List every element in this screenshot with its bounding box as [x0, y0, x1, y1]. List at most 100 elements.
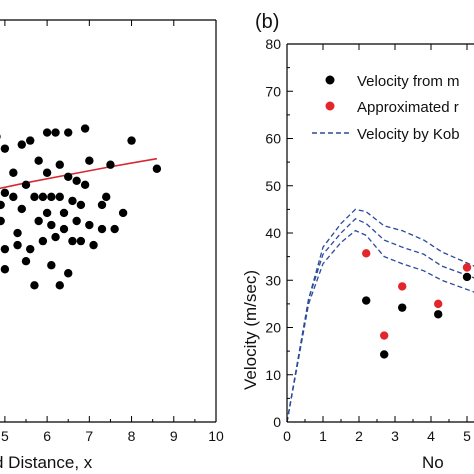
- approximated-point: [380, 331, 389, 340]
- approximated-point: [462, 263, 472, 272]
- data-point: [47, 220, 56, 230]
- data-point: [0, 144, 10, 153]
- data-point: [85, 156, 94, 165]
- approximated-point: [434, 299, 443, 309]
- data-point: [34, 156, 43, 165]
- data-point: [72, 216, 81, 226]
- data-point: [0, 265, 10, 274]
- data-point: [64, 269, 73, 278]
- data-point: [85, 220, 94, 230]
- y-tick-label: 60: [265, 131, 281, 147]
- data-point: [64, 172, 73, 181]
- data-point: [97, 224, 107, 234]
- data-point: [42, 128, 52, 137]
- panel-b-label: (b): [255, 11, 279, 33]
- data-point: [17, 204, 26, 214]
- x-tick-label: 0: [283, 428, 291, 444]
- x-tick-label: 9: [170, 428, 178, 444]
- data-point: [30, 281, 39, 290]
- data-point: [72, 176, 81, 185]
- measured-point: [362, 296, 371, 305]
- data-point: [76, 236, 86, 246]
- panel-b-marks: [286, 208, 474, 423]
- y-tick-label: 50: [265, 178, 281, 194]
- panel-b-ticks: 0 10 20 30 40 50 60 70 80 0 1 2 3 4 5: [265, 36, 471, 444]
- x-tick-label: 4: [427, 428, 435, 444]
- kobayashi-line: [286, 229, 474, 423]
- data-point: [47, 192, 56, 202]
- data-point: [64, 128, 73, 137]
- data-point: [0, 134, 1, 139]
- data-point: [80, 124, 90, 133]
- data-point: [51, 128, 60, 137]
- data-point: [76, 200, 86, 210]
- panel-a-x-axis-title: d Distance, x: [0, 453, 93, 472]
- data-point: [102, 192, 111, 202]
- data-point: [26, 244, 35, 254]
- data-point: [34, 216, 43, 226]
- data-point: [152, 164, 162, 173]
- y-tick-label: 40: [265, 225, 281, 241]
- panel-b-legend: Velocity from m Approximated r Velocity …: [312, 73, 460, 143]
- measured-point: [398, 303, 407, 312]
- data-point: [106, 160, 115, 169]
- data-point: [97, 200, 107, 210]
- data-point: [9, 168, 18, 177]
- panel-b-y-axis-title: Velocity (m/sec): [241, 270, 260, 390]
- data-point: [0, 244, 10, 254]
- approximated-point: [362, 249, 371, 258]
- data-point: [42, 208, 52, 218]
- kobayashi-line: [286, 218, 474, 423]
- y-tick-label: 10: [265, 367, 281, 383]
- x-tick-label: 2: [355, 428, 363, 444]
- measured-point: [380, 350, 389, 359]
- data-point: [110, 224, 119, 234]
- data-point: [127, 136, 136, 145]
- x-tick-label: 3: [391, 428, 399, 444]
- data-point: [38, 192, 48, 202]
- x-tick-label: 7: [85, 428, 93, 444]
- y-tick-label: 30: [265, 272, 281, 288]
- legend-label-velocity-measured: Velocity from m: [357, 73, 460, 90]
- measured-point: [462, 272, 472, 282]
- data-point: [80, 180, 90, 190]
- data-point: [118, 208, 128, 218]
- panel-a-marks: [0, 124, 162, 290]
- approximated-point: [398, 282, 407, 291]
- data-point: [13, 228, 22, 238]
- data-point: [89, 240, 98, 250]
- data-point: [21, 257, 31, 266]
- x-tick-label: 5: [463, 428, 471, 444]
- data-point: [21, 180, 31, 190]
- legend-marker-red: [325, 101, 335, 111]
- panel-b: (b) 0 10 20 30 40 50 60 70 80 0 1 2 3 4 5 Velocity (m/…: [241, 11, 474, 472]
- data-point: [59, 224, 69, 234]
- legend-marker-black: [325, 75, 335, 85]
- data-point: [59, 208, 69, 218]
- legend-label-kobayashi: Velocity by Kob: [357, 126, 460, 143]
- data-point: [17, 140, 26, 149]
- panel-a: 5 6 7 8 9 10 d Distance, x: [0, 19, 224, 472]
- panel-a-ticks: 5 6 7 8 9 10: [1, 20, 224, 444]
- y-tick-label: 70: [265, 83, 281, 99]
- data-point: [55, 192, 64, 202]
- data-point: [0, 216, 5, 226]
- data-point: [55, 281, 64, 290]
- x-tick-label: 10: [208, 428, 224, 444]
- y-tick-label: 20: [265, 320, 281, 336]
- data-point: [26, 136, 35, 145]
- y-tick-label: 80: [265, 36, 281, 52]
- data-point: [42, 168, 52, 177]
- data-point: [13, 240, 22, 250]
- data-point: [0, 200, 5, 210]
- y-tick-label: 0: [273, 414, 281, 430]
- x-tick-label: 1: [319, 428, 327, 444]
- data-point: [47, 261, 56, 270]
- data-point: [38, 236, 48, 246]
- data-point: [68, 196, 77, 206]
- x-tick-label: 8: [128, 428, 136, 444]
- legend-label-approximated: Approximated r: [357, 99, 459, 116]
- measured-point: [434, 310, 443, 319]
- x-tick-label: 5: [1, 428, 9, 444]
